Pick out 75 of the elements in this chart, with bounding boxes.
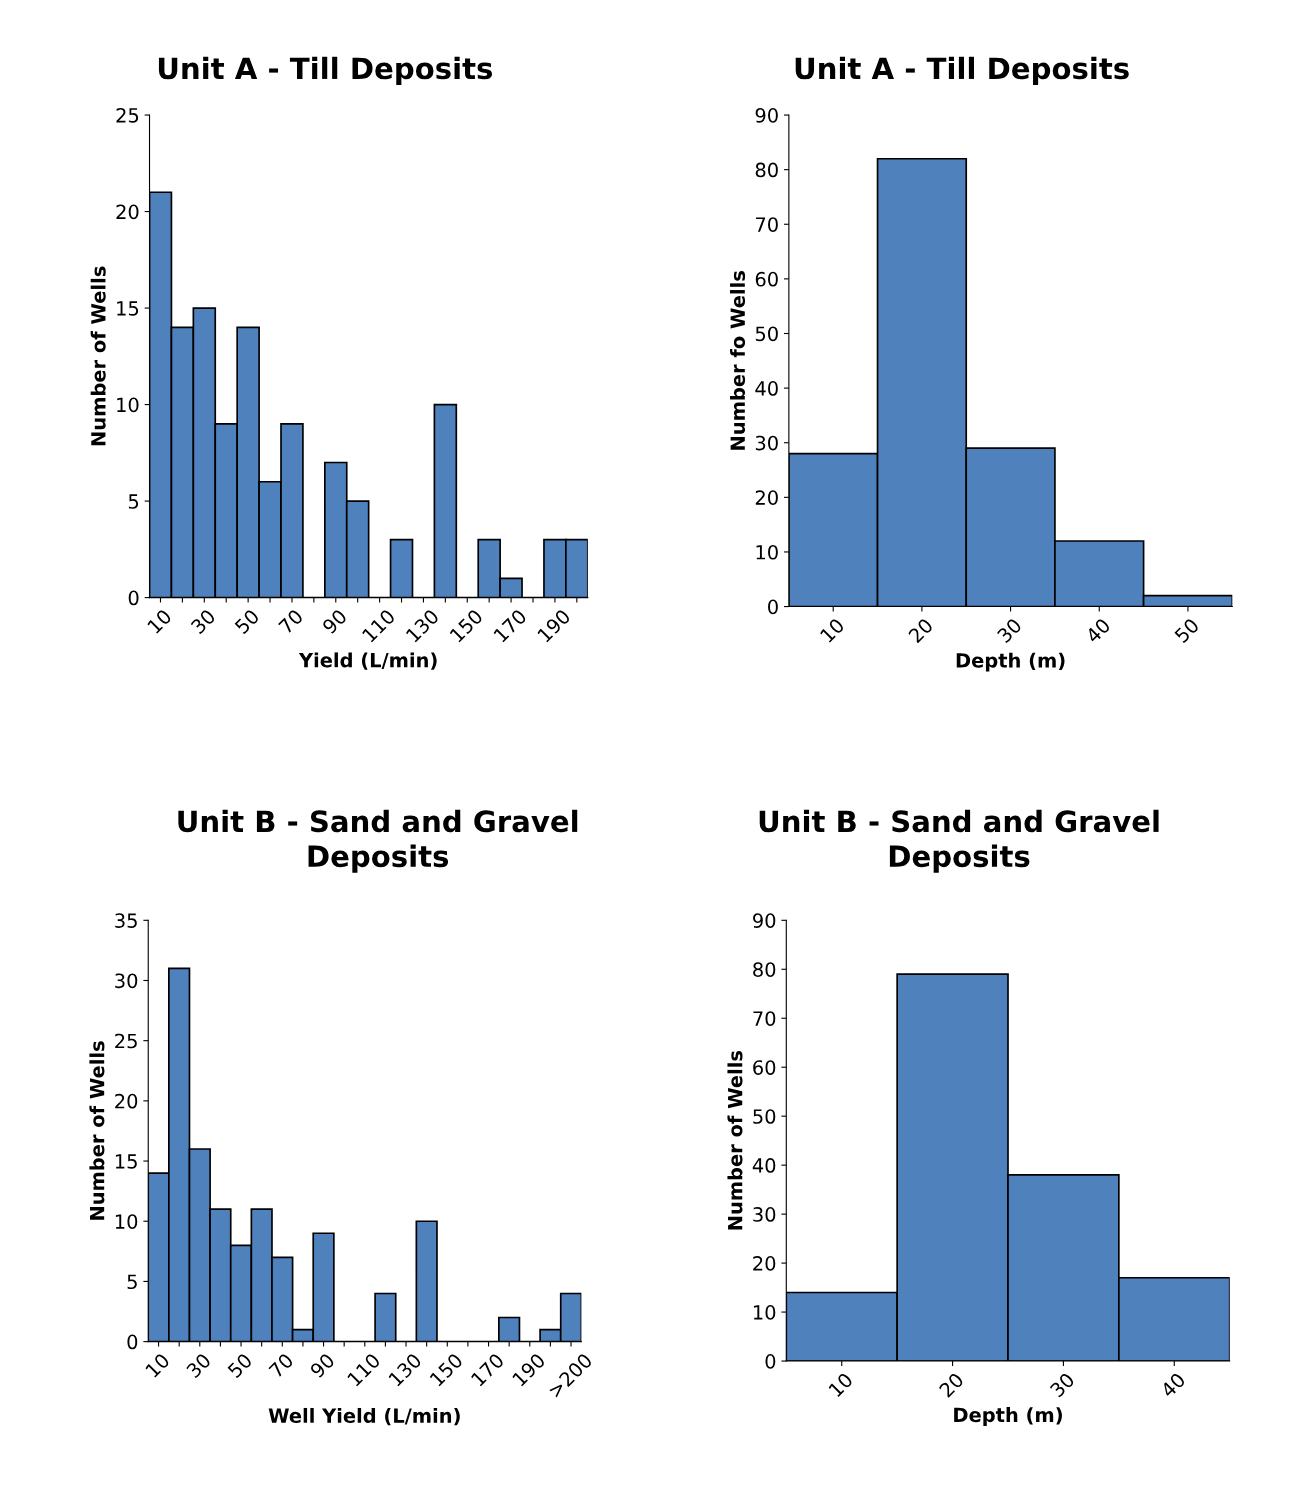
y-tick-label: 15: [117, 301, 139, 316]
y-tick-label: 50: [755, 326, 778, 342]
y-tick-label: 0: [128, 590, 139, 606]
chart-title: Unit B - Sand and Gravel Deposits: [759, 809, 1159, 873]
y-axis-title: Number of Wells: [89, 1041, 105, 1220]
x-tick-label: 20: [938, 1371, 965, 1398]
x-tick-label: 130: [405, 608, 440, 643]
x-tick-label: 70: [277, 608, 304, 635]
y-tick-label: 5: [127, 1274, 137, 1290]
x-tick-label: 10: [144, 1352, 171, 1378]
chart-title: Unit B - Sand and Gravel Deposits: [178, 809, 578, 873]
x-tick-label: 10: [819, 617, 846, 643]
y-tick-label: 60: [753, 1060, 776, 1075]
y-tick-label: 70: [753, 1011, 776, 1026]
x-tick-label: 110: [361, 608, 396, 643]
y-tick-label: 35: [115, 913, 137, 928]
chart-title: Unit A - Till Deposits: [795, 56, 1129, 85]
y-tick-label: 20: [755, 490, 778, 505]
y-tick-label: 20: [116, 204, 139, 220]
y-tick-label: 30: [755, 435, 778, 451]
x-tick-label: 10: [828, 1371, 854, 1398]
x-tick-label: 70: [268, 1352, 295, 1379]
x-tick-label: 170: [470, 1352, 505, 1387]
x-tick-label: 170: [493, 608, 528, 643]
x-tick-label: 30: [190, 608, 217, 635]
y-axis-title: Number of Wells: [727, 1050, 743, 1230]
chart-title: Unit A - Till Deposits: [158, 56, 493, 85]
y-tick-label: 60: [755, 271, 778, 287]
y-tick-label: 80: [755, 162, 778, 178]
y-tick-label: 0: [765, 1353, 776, 1369]
y-tick-label: 15: [115, 1154, 137, 1169]
x-tick-label: 150: [429, 1352, 464, 1387]
y-tick-label: 10: [756, 544, 778, 560]
x-tick-label: 40: [1084, 617, 1112, 644]
x-tick-label: 50: [226, 1352, 253, 1379]
x-tick-label: 90: [309, 1352, 336, 1379]
y-tick-label: 10: [117, 397, 139, 413]
x-tick-label: 130: [388, 1352, 423, 1387]
y-tick-label: 80: [753, 962, 776, 977]
x-tick-label: 10: [146, 608, 173, 634]
y-tick-label: 40: [755, 381, 778, 396]
x-tick-label: 40: [1159, 1371, 1187, 1399]
y-tick-label: 30: [115, 973, 138, 989]
y-tick-label: 50: [753, 1109, 776, 1124]
y-tick-label: 10: [115, 1214, 138, 1229]
y-tick-label: 90: [755, 107, 778, 123]
x-tick-label: 30: [996, 617, 1023, 644]
y-tick-label: 90: [753, 913, 776, 928]
x-axis-title: Depth (m): [956, 652, 1065, 672]
x-tick-label: 20: [907, 617, 934, 644]
y-tick-label: 0: [768, 599, 778, 615]
y-tick-label: 25: [116, 107, 139, 123]
x-tick-label: 30: [1049, 1371, 1076, 1398]
y-axis-title: Number fo Wells: [730, 271, 746, 450]
x-tick-label: 90: [321, 608, 348, 635]
y-tick-label: 70: [756, 217, 778, 232]
x-axis-title: Yield (L/min): [298, 652, 437, 670]
x-axis-title: Well Yield (L/min): [268, 1407, 460, 1426]
y-tick-label: 30: [753, 1207, 776, 1222]
x-tick-label: 190: [511, 1352, 546, 1387]
y-tick-label: 10: [753, 1305, 776, 1320]
x-tick-label: 190: [536, 608, 572, 643]
y-tick-label: 25: [115, 1033, 137, 1049]
y-tick-label: 0: [127, 1334, 138, 1350]
y-tick-label: 20: [115, 1093, 138, 1109]
x-axis-title: Depth (m): [954, 1407, 1062, 1426]
y-tick-label: 40: [752, 1158, 776, 1173]
x-tick-label: 110: [346, 1352, 381, 1387]
x-tick-label: 150: [449, 608, 484, 643]
x-tick-label: 50: [234, 608, 260, 635]
y-axis-title: Number of Wells: [90, 266, 106, 446]
y-tick-label: 5: [128, 494, 139, 509]
y-tick-label: 20: [753, 1256, 776, 1271]
x-tick-label: 30: [185, 1352, 212, 1379]
x-tick-label: 50: [1173, 617, 1200, 644]
